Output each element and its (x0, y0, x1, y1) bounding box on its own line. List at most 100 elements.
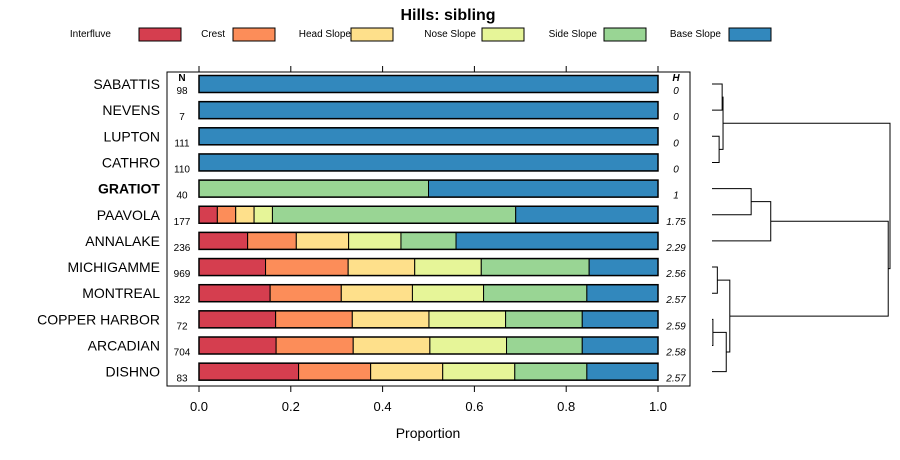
n-value: 177 (174, 217, 191, 228)
n-value: 111 (174, 138, 190, 149)
plot-frame (166, 71, 691, 387)
bar-segment (400, 231, 457, 250)
x-tick-label: 0.2 (282, 399, 300, 414)
bar-segment (480, 258, 590, 277)
bar-segment (581, 336, 659, 355)
row-label: ARCADIAN (88, 338, 160, 354)
n-value: 98 (176, 86, 188, 97)
h-value: 0 (673, 112, 679, 123)
dendrogram (712, 83, 891, 373)
bar-segment (216, 205, 237, 224)
bar-segment (269, 284, 342, 303)
bar-outline (198, 153, 659, 172)
bar-segment (275, 336, 354, 355)
bar-segment (348, 231, 402, 250)
bar-segment (295, 231, 350, 250)
row-label: MICHIGAMME (67, 259, 160, 275)
n-value: 40 (176, 191, 188, 202)
legend: Interfluve Crest Head Slope Nose Slope Side … (70, 27, 772, 42)
n-value: 110 (174, 164, 190, 175)
n-value: 83 (176, 374, 188, 385)
bar-segment (352, 336, 431, 355)
bar-segment (198, 284, 271, 303)
bar-segment (483, 284, 588, 303)
bar-segment (247, 231, 297, 250)
bar-segment (581, 310, 659, 329)
dendrogram-branch (729, 220, 889, 317)
x-axis-label: Proportion (396, 425, 461, 441)
dendrogram-branch (712, 266, 718, 294)
dendrogram-branch (712, 135, 720, 163)
bar-segment (198, 153, 659, 172)
bar-segment (198, 362, 300, 381)
x-tick-label: 0.8 (557, 399, 575, 414)
legend-label: Head Slope (299, 29, 352, 40)
bar-segment (198, 258, 267, 277)
bar-segment (506, 336, 583, 355)
n-value: 7 (179, 112, 185, 123)
h-value: 1.75 (666, 217, 686, 228)
row-label: DISHNO (106, 364, 161, 380)
bar-segment (235, 205, 255, 224)
dendrogram-branch (712, 331, 727, 373)
bar-outline (198, 310, 659, 329)
chart-title: Hills: sibling (400, 7, 495, 24)
legend-swatch (481, 27, 525, 42)
bar-segment (198, 205, 218, 224)
n-value: 236 (174, 243, 191, 254)
bar-outline (198, 257, 659, 277)
h-value: 1 (673, 191, 679, 202)
bar-outline (198, 231, 659, 251)
dendrogram-branch (712, 83, 723, 111)
h-column-header: H (672, 73, 680, 84)
dendrogram-branch (717, 279, 731, 353)
bar-outline (198, 205, 659, 224)
bar-outline (198, 179, 659, 198)
bar-segment (414, 258, 482, 277)
row-label: PAAVOLA (97, 207, 161, 223)
row-label: SABATTIS (93, 76, 160, 92)
row-label: LUPTON (103, 128, 160, 144)
bar-segment (265, 258, 349, 277)
x-tick-label: 0.6 (465, 399, 483, 414)
h-value: 2.58 (665, 348, 686, 359)
n-column-header: N (178, 73, 185, 84)
legend-swatch (728, 27, 772, 42)
legend-swatch (350, 27, 394, 42)
bar-segment (442, 362, 516, 381)
bar-outline (198, 362, 659, 381)
n-value: 72 (176, 321, 188, 332)
n-value: 969 (174, 269, 191, 280)
h-value: 2.57 (665, 374, 686, 385)
x-tick-label: 1.0 (649, 399, 667, 414)
legend-label: Nose Slope (424, 29, 476, 40)
bar-segment (198, 101, 659, 120)
bar-segment (298, 362, 372, 381)
h-value: 0 (673, 86, 679, 97)
legend-label: Interfluve (70, 29, 112, 40)
row-label: COPPER HARBOR (37, 311, 160, 327)
x-tick-label: 0.0 (190, 399, 208, 414)
h-value: 2.29 (665, 243, 686, 254)
row-label: MONTREAL (82, 285, 160, 301)
dendrogram-branch (712, 318, 714, 346)
bar-segment (198, 75, 659, 93)
bar-segment (428, 179, 659, 198)
row-label: CATHRO (102, 154, 160, 170)
h-value: 0 (673, 138, 679, 149)
bar-outline (198, 74, 659, 94)
bar-segment (586, 362, 659, 381)
bar-outline (198, 100, 659, 120)
bar-segment (198, 310, 277, 329)
dendrogram-branch (723, 122, 891, 270)
bar-segment (198, 231, 249, 250)
n-value: 704 (174, 348, 191, 359)
dendrogram-branch (712, 201, 772, 242)
bar-segment (253, 205, 273, 224)
dendrogram-branch (712, 188, 752, 216)
bar-outline (198, 336, 659, 355)
h-value: 0 (673, 164, 679, 175)
bar-segment (515, 205, 659, 224)
bar-segment (340, 284, 413, 303)
